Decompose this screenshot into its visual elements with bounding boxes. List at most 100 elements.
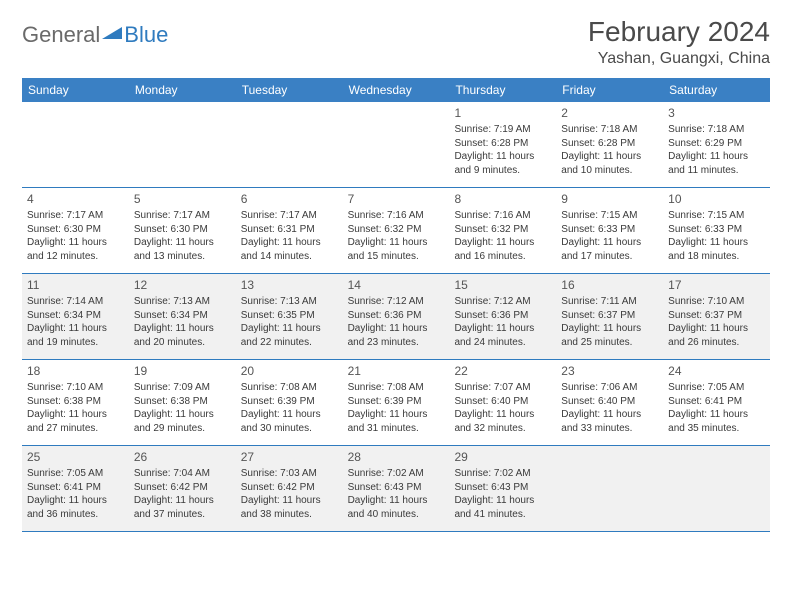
day-number: 21 [348,363,445,379]
sunrise-text: Sunrise: 7:15 AM [561,209,658,223]
sunrise-text: Sunrise: 7:05 AM [27,467,124,481]
sunset-text: Sunset: 6:30 PM [27,223,124,237]
daylight-text: Daylight: 11 hours and 40 minutes. [348,494,445,521]
day-number: 10 [668,191,765,207]
calendar-day-cell: 18Sunrise: 7:10 AMSunset: 6:38 PMDayligh… [22,360,129,445]
weekday-header: Wednesday [343,78,450,102]
sunrise-text: Sunrise: 7:05 AM [668,381,765,395]
day-number: 26 [134,449,231,465]
weekday-header: Saturday [663,78,770,102]
sunrise-text: Sunrise: 7:07 AM [454,381,551,395]
calendar-day-cell: 19Sunrise: 7:09 AMSunset: 6:38 PMDayligh… [129,360,236,445]
daylight-text: Daylight: 11 hours and 33 minutes. [561,408,658,435]
sunrise-text: Sunrise: 7:08 AM [348,381,445,395]
calendar-day-cell: 12Sunrise: 7:13 AMSunset: 6:34 PMDayligh… [129,274,236,359]
sunset-text: Sunset: 6:33 PM [668,223,765,237]
daylight-text: Daylight: 11 hours and 41 minutes. [454,494,551,521]
calendar-page: General Blue February 2024 Yashan, Guang… [0,0,792,548]
sunset-text: Sunset: 6:43 PM [454,481,551,495]
calendar-week-row: 1Sunrise: 7:19 AMSunset: 6:28 PMDaylight… [22,102,770,188]
sunrise-text: Sunrise: 7:17 AM [134,209,231,223]
sunrise-text: Sunrise: 7:06 AM [561,381,658,395]
weekday-header: Sunday [22,78,129,102]
calendar-day-cell: 14Sunrise: 7:12 AMSunset: 6:36 PMDayligh… [343,274,450,359]
calendar-empty-cell [236,102,343,187]
month-title: February 2024 [588,16,770,48]
day-number: 23 [561,363,658,379]
daylight-text: Daylight: 11 hours and 15 minutes. [348,236,445,263]
sunset-text: Sunset: 6:39 PM [348,395,445,409]
day-number: 29 [454,449,551,465]
daylight-text: Daylight: 11 hours and 18 minutes. [668,236,765,263]
calendar-empty-cell [129,102,236,187]
sunrise-text: Sunrise: 7:04 AM [134,467,231,481]
day-number: 2 [561,105,658,121]
calendar-week-row: 4Sunrise: 7:17 AMSunset: 6:30 PMDaylight… [22,188,770,274]
location-text: Yashan, Guangxi, China [588,50,770,68]
calendar-empty-cell [22,102,129,187]
sunset-text: Sunset: 6:40 PM [561,395,658,409]
calendar-day-cell: 13Sunrise: 7:13 AMSunset: 6:35 PMDayligh… [236,274,343,359]
sunset-text: Sunset: 6:43 PM [348,481,445,495]
sunset-text: Sunset: 6:34 PM [27,309,124,323]
day-number: 6 [241,191,338,207]
day-number: 27 [241,449,338,465]
sunset-text: Sunset: 6:32 PM [348,223,445,237]
sunset-text: Sunset: 6:42 PM [241,481,338,495]
day-number: 7 [348,191,445,207]
sunset-text: Sunset: 6:36 PM [454,309,551,323]
calendar-day-cell: 9Sunrise: 7:15 AMSunset: 6:33 PMDaylight… [556,188,663,273]
sunset-text: Sunset: 6:28 PM [454,137,551,151]
sunset-text: Sunset: 6:38 PM [27,395,124,409]
page-header: General Blue February 2024 Yashan, Guang… [22,16,770,68]
day-number: 4 [27,191,124,207]
weekday-header: Friday [556,78,663,102]
sunset-text: Sunset: 6:42 PM [134,481,231,495]
sunset-text: Sunset: 6:33 PM [561,223,658,237]
sunset-text: Sunset: 6:41 PM [668,395,765,409]
title-block: February 2024 Yashan, Guangxi, China [588,16,770,68]
sunset-text: Sunset: 6:31 PM [241,223,338,237]
daylight-text: Daylight: 11 hours and 32 minutes. [454,408,551,435]
day-number: 20 [241,363,338,379]
day-number: 13 [241,277,338,293]
daylight-text: Daylight: 11 hours and 37 minutes. [134,494,231,521]
day-number: 24 [668,363,765,379]
calendar-empty-cell [556,446,663,531]
day-number: 19 [134,363,231,379]
sunset-text: Sunset: 6:41 PM [27,481,124,495]
sunrise-text: Sunrise: 7:16 AM [454,209,551,223]
daylight-text: Daylight: 11 hours and 13 minutes. [134,236,231,263]
sunset-text: Sunset: 6:39 PM [241,395,338,409]
sunset-text: Sunset: 6:37 PM [668,309,765,323]
logo-general: General [22,22,100,48]
sunrise-text: Sunrise: 7:15 AM [668,209,765,223]
daylight-text: Daylight: 11 hours and 36 minutes. [27,494,124,521]
daylight-text: Daylight: 11 hours and 12 minutes. [27,236,124,263]
calendar-grid: SundayMondayTuesdayWednesdayThursdayFrid… [22,78,770,532]
calendar-day-cell: 21Sunrise: 7:08 AMSunset: 6:39 PMDayligh… [343,360,450,445]
logo-triangle-icon [102,24,122,47]
daylight-text: Daylight: 11 hours and 20 minutes. [134,322,231,349]
sunrise-text: Sunrise: 7:14 AM [27,295,124,309]
sunset-text: Sunset: 6:29 PM [668,137,765,151]
sunrise-text: Sunrise: 7:19 AM [454,123,551,137]
daylight-text: Daylight: 11 hours and 26 minutes. [668,322,765,349]
day-number: 5 [134,191,231,207]
calendar-day-cell: 16Sunrise: 7:11 AMSunset: 6:37 PMDayligh… [556,274,663,359]
calendar-day-cell: 2Sunrise: 7:18 AMSunset: 6:28 PMDaylight… [556,102,663,187]
sunset-text: Sunset: 6:40 PM [454,395,551,409]
sunrise-text: Sunrise: 7:12 AM [348,295,445,309]
weeks-container: 1Sunrise: 7:19 AMSunset: 6:28 PMDaylight… [22,102,770,532]
weekday-header: Monday [129,78,236,102]
sunrise-text: Sunrise: 7:10 AM [668,295,765,309]
calendar-day-cell: 24Sunrise: 7:05 AMSunset: 6:41 PMDayligh… [663,360,770,445]
sunrise-text: Sunrise: 7:18 AM [668,123,765,137]
day-number: 25 [27,449,124,465]
daylight-text: Daylight: 11 hours and 24 minutes. [454,322,551,349]
sunrise-text: Sunrise: 7:02 AM [454,467,551,481]
daylight-text: Daylight: 11 hours and 10 minutes. [561,150,658,177]
sunset-text: Sunset: 6:30 PM [134,223,231,237]
calendar-day-cell: 26 Sunrise: 7:04 AMSunset: 6:42 PMDayligh… [129,446,236,531]
calendar-empty-cell [343,102,450,187]
